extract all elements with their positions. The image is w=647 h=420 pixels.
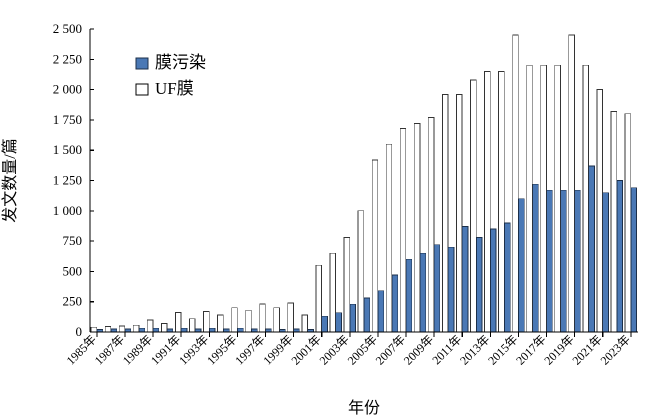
svg-text:0: 0	[76, 324, 83, 339]
svg-text:UF膜: UF膜	[155, 79, 194, 98]
svg-text:500: 500	[63, 263, 83, 278]
svg-text:2 250: 2 250	[53, 51, 82, 66]
svg-text:750: 750	[63, 233, 83, 248]
svg-text:1 000: 1 000	[53, 203, 82, 218]
svg-text:250: 250	[63, 294, 83, 309]
svg-text:1 500: 1 500	[53, 142, 82, 157]
svg-text:2 000: 2 000	[53, 82, 82, 97]
svg-text:1 250: 1 250	[53, 173, 82, 188]
svg-text:发文数量/篇: 发文数量/篇	[1, 138, 19, 222]
svg-text:1 750: 1 750	[53, 112, 82, 127]
svg-text:2 500: 2 500	[53, 21, 82, 36]
svg-text:年份: 年份	[348, 399, 380, 417]
svg-text:膜污染: 膜污染	[155, 53, 206, 72]
